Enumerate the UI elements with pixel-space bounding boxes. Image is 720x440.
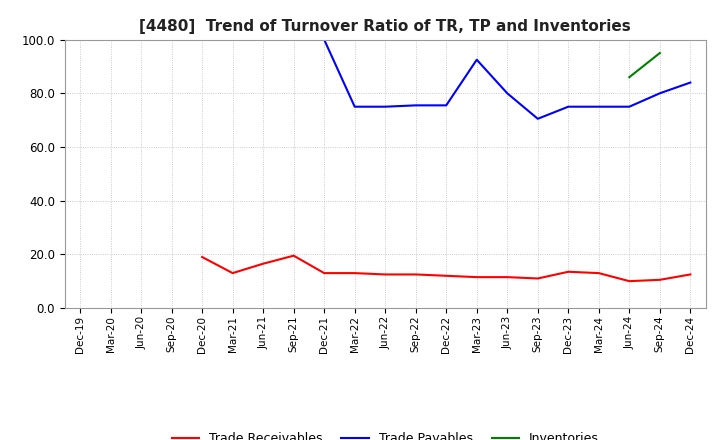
Trade Payables <box>625 104 634 109</box>
Trade Receivables <box>381 272 390 277</box>
Trade Payables <box>442 103 451 108</box>
Trade Payables <box>351 104 359 109</box>
Trade Receivables <box>442 273 451 279</box>
Trade Receivables <box>472 275 481 280</box>
Trade Receivables <box>625 279 634 284</box>
Trade Payables <box>503 91 512 96</box>
Trade Receivables <box>228 271 237 276</box>
Trade Receivables <box>258 261 267 266</box>
Line: Inventories: Inventories <box>629 53 660 77</box>
Trade Receivables <box>564 269 572 275</box>
Legend: Trade Receivables, Trade Payables, Inventories: Trade Receivables, Trade Payables, Inven… <box>166 427 604 440</box>
Trade Receivables <box>351 271 359 276</box>
Line: Trade Receivables: Trade Receivables <box>202 256 690 281</box>
Trade Receivables <box>198 254 207 260</box>
Trade Receivables <box>503 275 512 280</box>
Inventories <box>655 50 664 55</box>
Trade Receivables <box>534 276 542 281</box>
Trade Receivables <box>289 253 298 258</box>
Trade Payables <box>534 116 542 121</box>
Trade Payables <box>686 80 695 85</box>
Title: [4480]  Trend of Turnover Ratio of TR, TP and Inventories: [4480] Trend of Turnover Ratio of TR, TP… <box>140 19 631 34</box>
Trade Payables <box>472 57 481 62</box>
Trade Payables <box>655 91 664 96</box>
Trade Receivables <box>320 271 328 276</box>
Trade Payables <box>381 104 390 109</box>
Trade Receivables <box>686 272 695 277</box>
Line: Trade Payables: Trade Payables <box>324 40 690 119</box>
Trade Receivables <box>655 277 664 282</box>
Trade Payables <box>564 104 572 109</box>
Trade Payables <box>411 103 420 108</box>
Trade Payables <box>320 37 328 42</box>
Trade Receivables <box>595 271 603 276</box>
Trade Payables <box>595 104 603 109</box>
Trade Receivables <box>411 272 420 277</box>
Inventories <box>625 74 634 80</box>
